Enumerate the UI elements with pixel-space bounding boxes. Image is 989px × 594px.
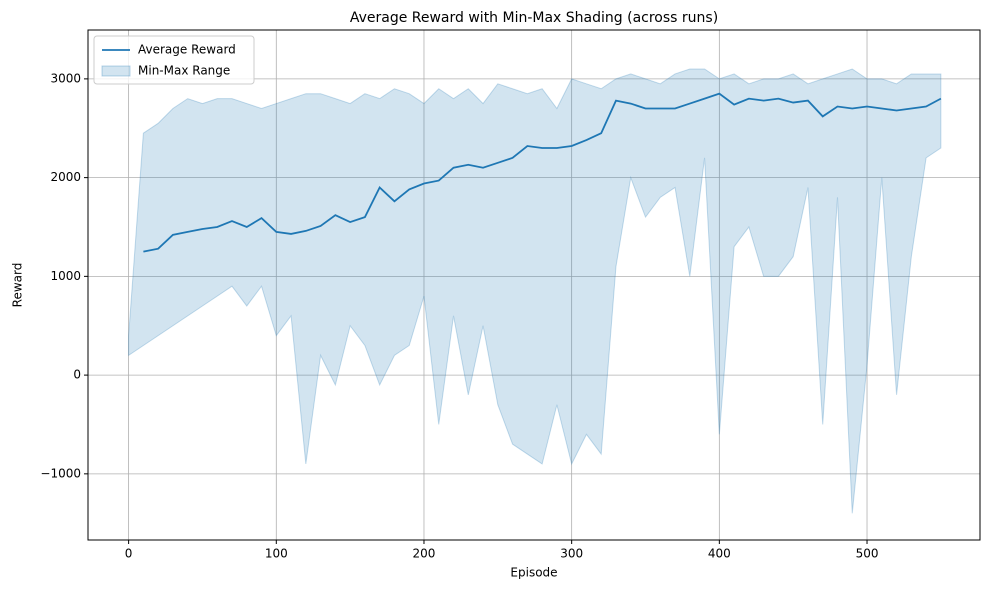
average-line [143,92,942,253]
plot-frame [87,29,981,541]
legend-swatch [101,65,131,77]
x-tick-label: 100 [265,547,288,561]
x-tick-label: 300 [560,547,583,561]
y-tick-label: 1000 [50,269,81,283]
y-tick-label: 2000 [50,170,81,184]
legend: Average Reward Min-Max Range [93,35,255,85]
x-tick-label: 400 [708,547,731,561]
x-tick-label: 0 [125,547,133,561]
x-tick-label: 500 [856,547,879,561]
y-axis-label: Reward [11,263,25,308]
y-tick-label: 3000 [50,71,81,85]
y-tick-label: −1000 [40,466,81,480]
legend-label: Average Reward [138,43,236,57]
x-tick-label: 200 [413,547,436,561]
chart-title: Average Reward with Min-Max Shading (acr… [350,10,718,26]
legend-box [93,35,255,85]
x-axis-label: Episode [510,566,557,580]
legend-label: Min-Max Range [138,64,230,78]
min-max-band [128,68,942,514]
y-tick-label: 0 [73,368,81,382]
